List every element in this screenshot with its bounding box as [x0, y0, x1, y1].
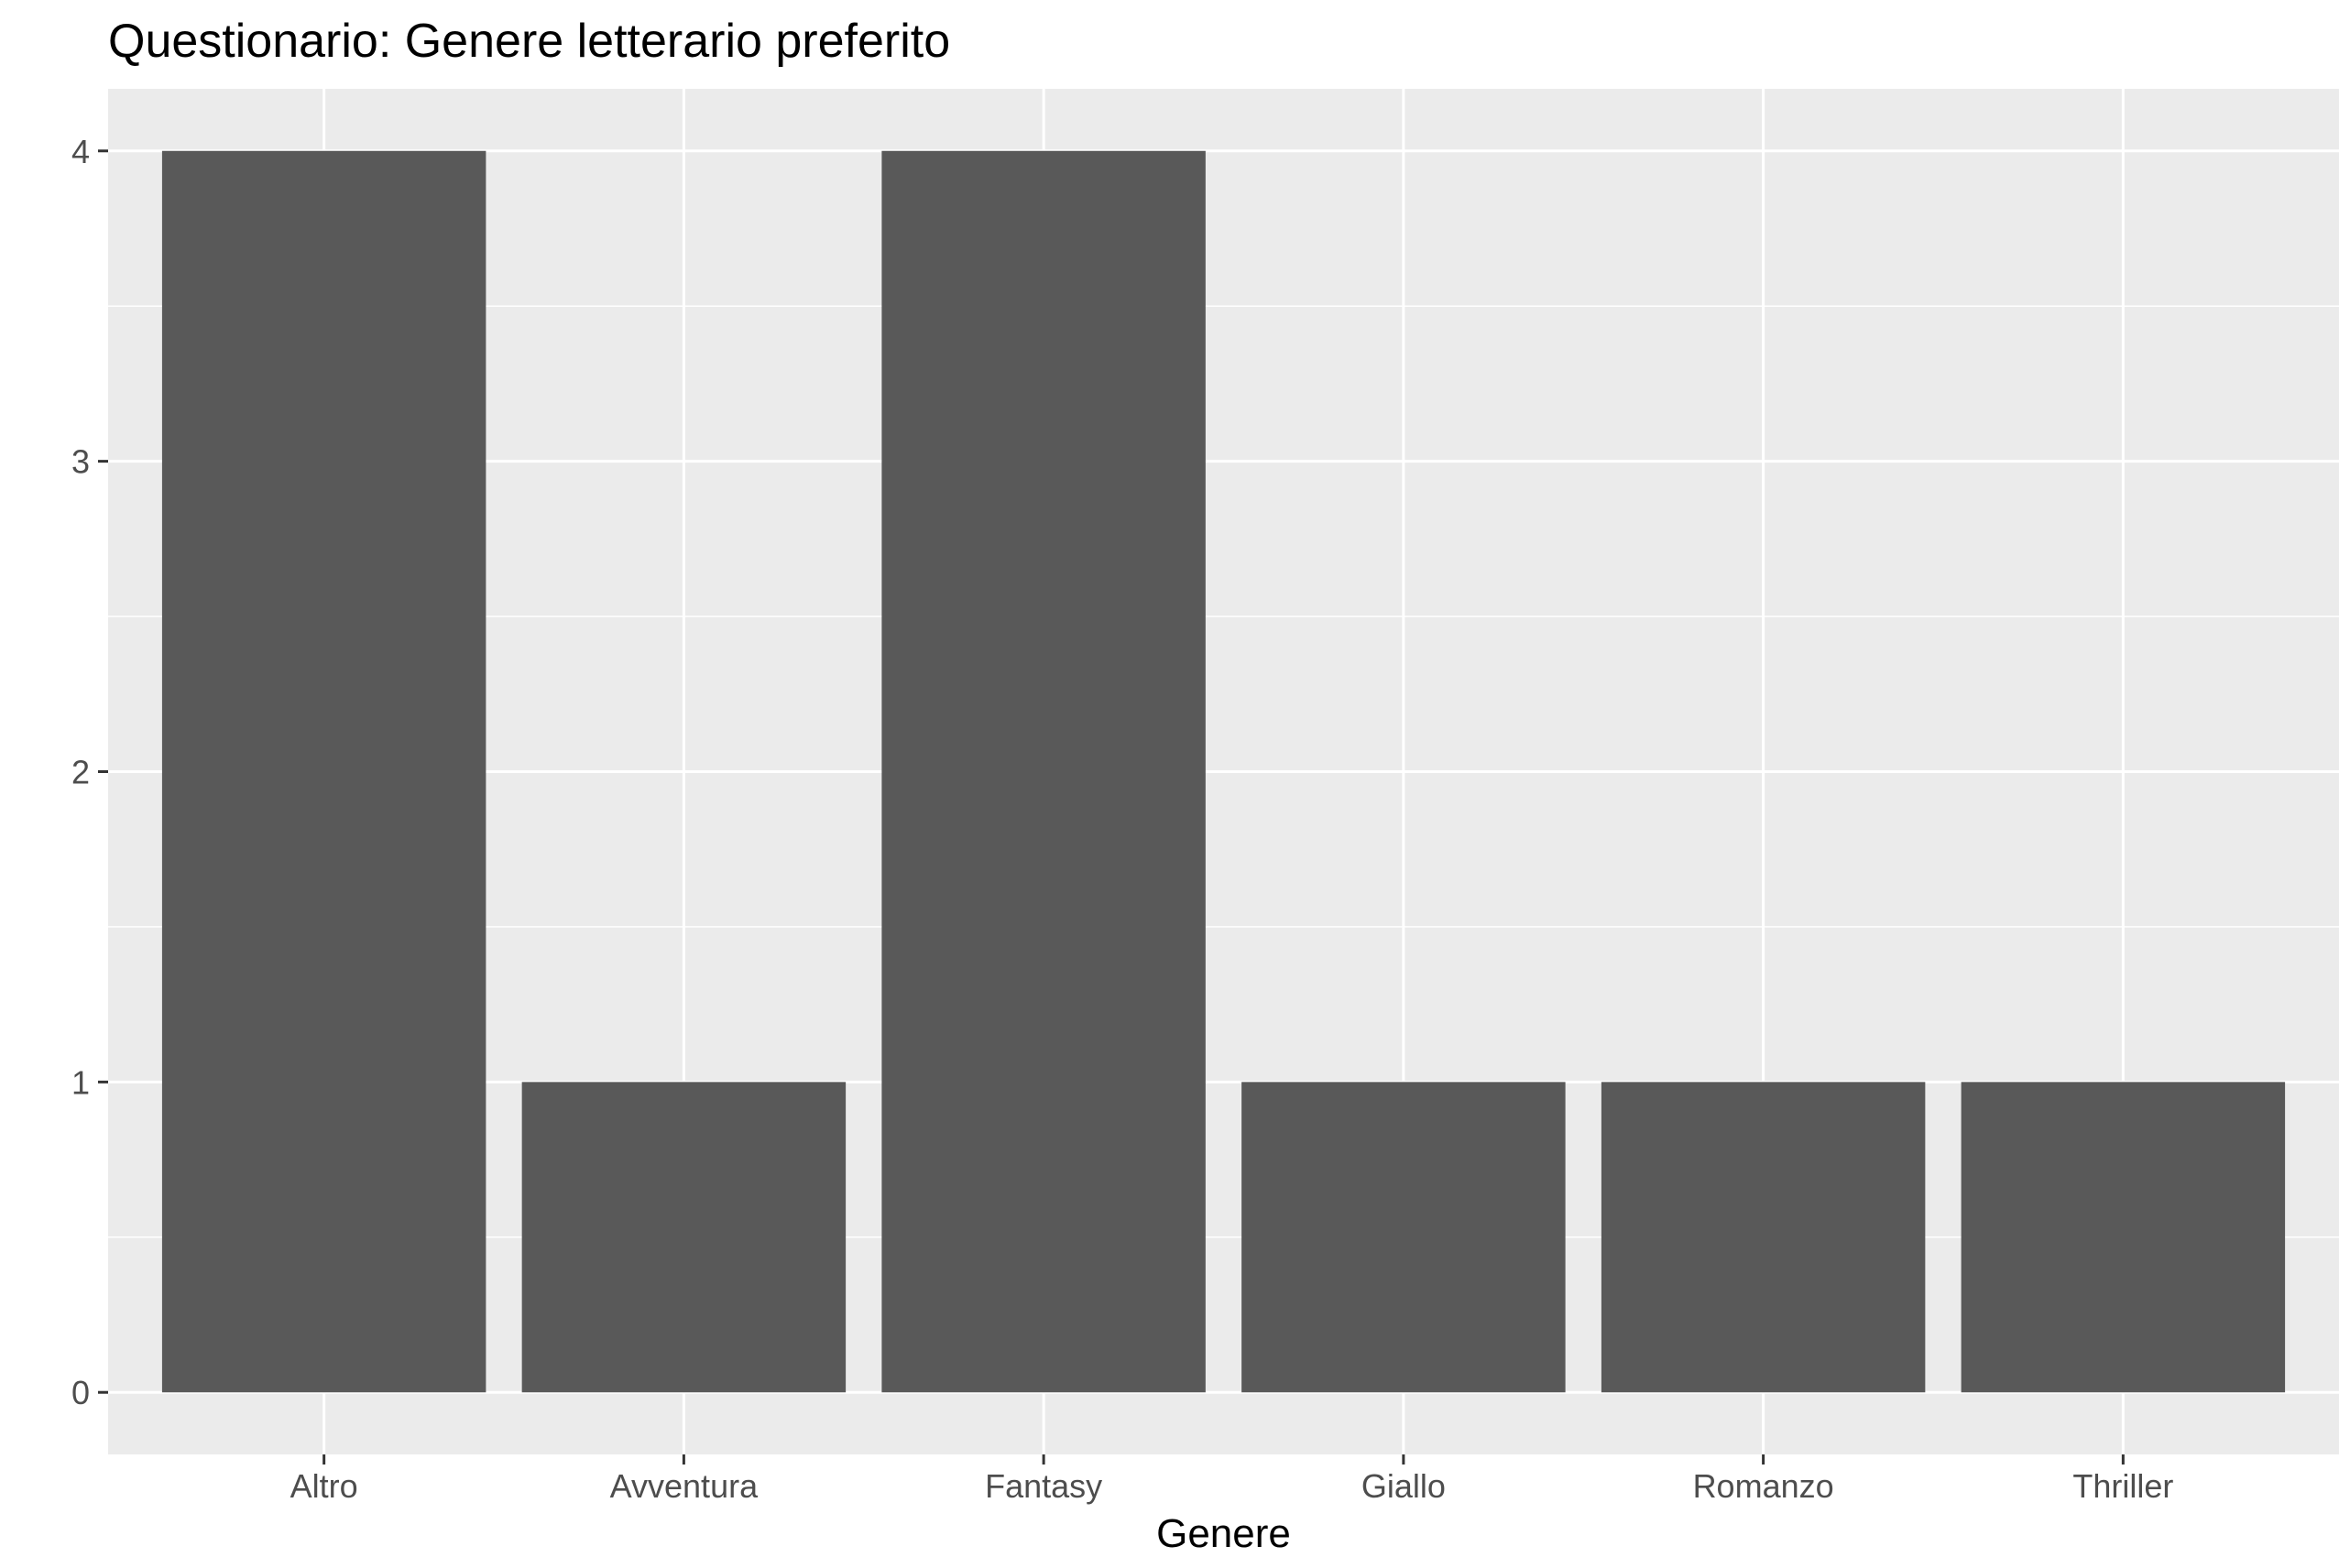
- x-axis: Altro Avventura Fantasy Giallo Romanzo Thrill…: [290, 1454, 2173, 1505]
- x-tick-label: Altro: [290, 1467, 358, 1505]
- x-tick-label: Avventura: [610, 1467, 759, 1505]
- x-tick-label: Giallo: [1361, 1467, 1446, 1505]
- y-axis: 0 1 2 3 4: [71, 133, 108, 1411]
- bar-avventura: [521, 1082, 847, 1393]
- y-tick-label: 3: [71, 443, 90, 481]
- y-tick-label: 0: [71, 1374, 90, 1411]
- chart-title: Questionario: Genere letterario preferit…: [108, 15, 950, 68]
- y-tick-label: 1: [71, 1063, 90, 1101]
- x-axis-title: Genere: [1156, 1511, 1291, 1556]
- x-tick-label: Fantasy: [985, 1467, 1102, 1505]
- bars: [161, 150, 2286, 1393]
- bar-giallo: [1241, 1082, 1566, 1393]
- bar-thriller: [1961, 1082, 2286, 1393]
- x-tick-label: Thriller: [2072, 1467, 2173, 1505]
- bar-altro: [161, 150, 486, 1393]
- y-tick-label: 2: [71, 754, 90, 791]
- bar-fantasy: [881, 150, 1206, 1393]
- bar-romanzo: [1601, 1082, 1926, 1393]
- x-tick-label: Romanzo: [1693, 1467, 1834, 1505]
- y-tick-label: 4: [71, 133, 90, 170]
